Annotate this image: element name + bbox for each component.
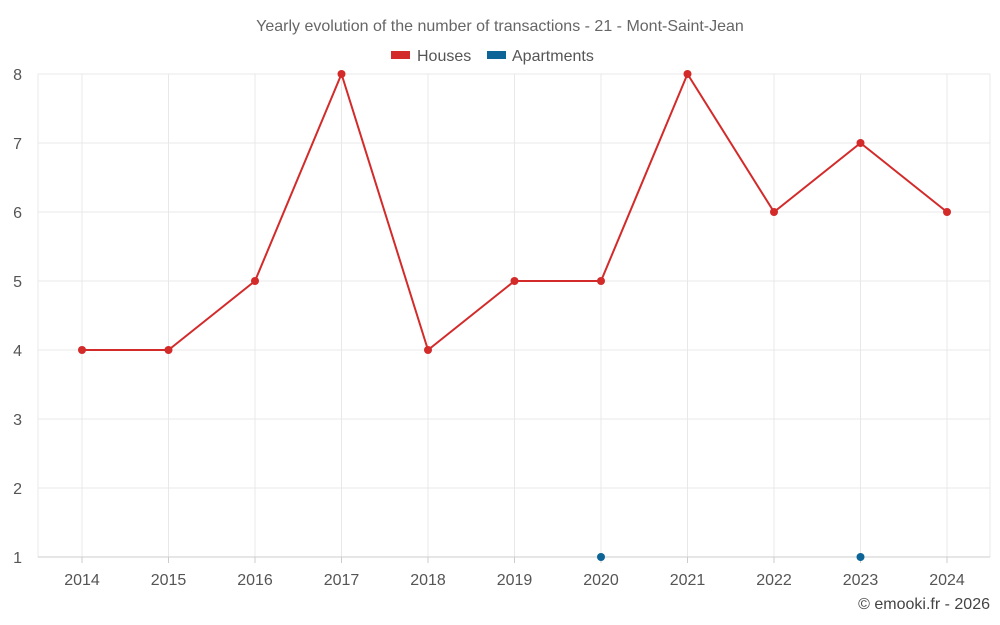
data-point-houses-2018[interactable]: [424, 346, 432, 354]
x-tick-label: 2018: [410, 572, 446, 589]
y-tick-label: 2: [13, 481, 22, 498]
y-tick-label: 5: [13, 274, 22, 291]
x-tick-label: 2021: [670, 572, 706, 589]
data-point-houses-2019[interactable]: [510, 277, 519, 285]
y-tick-label: 6: [13, 205, 22, 222]
x-tick-label: 2022: [756, 572, 792, 589]
data-point-houses-2023[interactable]: [856, 139, 865, 147]
axes: 1 2 3 4 5 6 7 8 2014 2015 2016 2017 2018 2019 2020 2021…: [13, 67, 991, 589]
data-point-houses-2014[interactable]: [78, 346, 86, 354]
y-tick-label: 3: [13, 412, 22, 429]
chart-legend: Houses Apartments: [391, 48, 594, 65]
x-tick-label: 2023: [843, 572, 879, 589]
y-tick-label: 7: [13, 136, 22, 153]
data-series: [78, 70, 951, 561]
credit-text: © emooki.fr - 2026: [858, 596, 990, 613]
series-houses: [78, 70, 951, 354]
series-apartments: [597, 553, 865, 561]
legend-label-apartments: Apartments: [512, 48, 594, 65]
y-tick-label: 1: [13, 550, 22, 567]
data-point-apartments-2020[interactable]: [597, 553, 605, 561]
x-tick-label: 2017: [324, 572, 360, 589]
y-tick-label: 8: [13, 67, 22, 84]
data-point-houses-2021[interactable]: [683, 70, 692, 78]
x-tick-label: 2024: [929, 572, 965, 589]
data-point-houses-2017[interactable]: [337, 70, 346, 78]
data-point-houses-2024[interactable]: [943, 208, 951, 216]
legend-swatch-houses: [391, 51, 410, 59]
y-tick-label: 4: [13, 343, 22, 360]
data-point-houses-2022[interactable]: [770, 208, 778, 216]
legend-swatch-apartments: [487, 51, 506, 59]
grid-lines: [38, 73, 990, 557]
legend-item-apartments[interactable]: Apartments: [487, 48, 594, 65]
data-point-houses-2015[interactable]: [164, 346, 173, 354]
data-point-houses-2020[interactable]: [597, 277, 605, 285]
x-tick-label: 2019: [497, 572, 533, 589]
data-point-houses-2016[interactable]: [251, 277, 259, 285]
chart-title: Yearly evolution of the number of transa…: [256, 18, 744, 35]
legend-item-houses[interactable]: Houses: [391, 48, 471, 65]
x-tick-label: 2014: [64, 572, 100, 589]
x-tick-label: 2015: [151, 572, 187, 589]
data-point-apartments-2023[interactable]: [856, 553, 865, 561]
x-tick-label: 2016: [237, 572, 273, 589]
legend-label-houses: Houses: [417, 48, 471, 65]
x-tick-label: 2020: [583, 572, 619, 589]
